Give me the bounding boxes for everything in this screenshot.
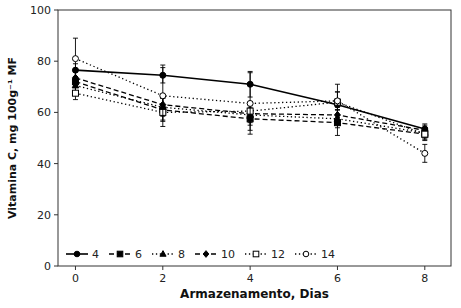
y-tick [54,61,58,62]
legend-label: 12 [271,248,285,261]
series [72,38,427,162]
series [72,64,427,134]
x-tick-label: 8 [421,272,428,285]
point [422,131,428,137]
point [72,90,78,96]
error-bar [422,128,427,141]
legend-item: 10 [195,248,235,261]
legend-marker [74,251,80,257]
legend-label: 10 [221,248,235,261]
plot-frame [58,10,451,266]
x-tick [424,266,425,270]
y-tick-label: 20 [37,209,51,222]
error-bar [335,92,340,110]
point [334,98,340,104]
legend-label: 14 [321,248,335,261]
x-tick-label: 2 [159,272,166,285]
legend-item: 14 [295,248,335,261]
series-line [75,59,424,154]
legend-item: 6 [109,248,142,261]
background [0,0,461,308]
x-tick [162,266,163,270]
y-tick [54,10,58,11]
x-tick [250,266,251,270]
x-tick [75,266,76,270]
point [422,150,428,156]
x-tick-label: 6 [334,272,341,285]
y-tick [54,163,58,164]
y-tick [54,112,58,113]
legend-marker [203,251,209,258]
series [72,71,427,139]
y-tick-label: 0 [44,260,51,273]
y-axis-label: Vitamina C, mg 100g⁻¹ MF [6,57,19,219]
x-tick [337,266,338,270]
error-bar [335,84,340,120]
x-tick-label: 0 [72,272,79,285]
legend-marker [160,251,166,257]
error-bar [422,144,427,162]
error-bar [160,65,165,126]
legend-label: 4 [92,248,99,261]
point [247,100,253,106]
chart: 02468020406080100Armazenamento, DiasVita… [0,0,461,308]
legend-label: 8 [178,248,185,261]
x-axis-label: Armazenamento, Dias [180,287,329,301]
y-tick-label: 40 [37,158,51,171]
legend-item: 12 [245,248,285,261]
error-bar [73,87,78,100]
y-tick-label: 100 [30,4,51,17]
x-tick-label: 4 [247,272,254,285]
y-tick-label: 60 [37,106,51,119]
y-tick [54,266,58,267]
legend-marker [303,251,309,257]
y-tick-label: 80 [37,55,51,68]
legend-marker [253,251,259,257]
point [72,56,78,62]
legend-label: 6 [135,248,142,261]
y-tick [54,214,58,215]
legend-item: 4 [66,248,99,261]
error-bar [248,73,253,134]
point [160,93,166,99]
legend-marker [117,251,123,257]
error-bar [73,38,78,79]
legend-item: 8 [152,248,185,261]
point [422,131,428,137]
plot-area [72,38,428,162]
legend: 4 6 8 10 12 14 [66,248,335,261]
